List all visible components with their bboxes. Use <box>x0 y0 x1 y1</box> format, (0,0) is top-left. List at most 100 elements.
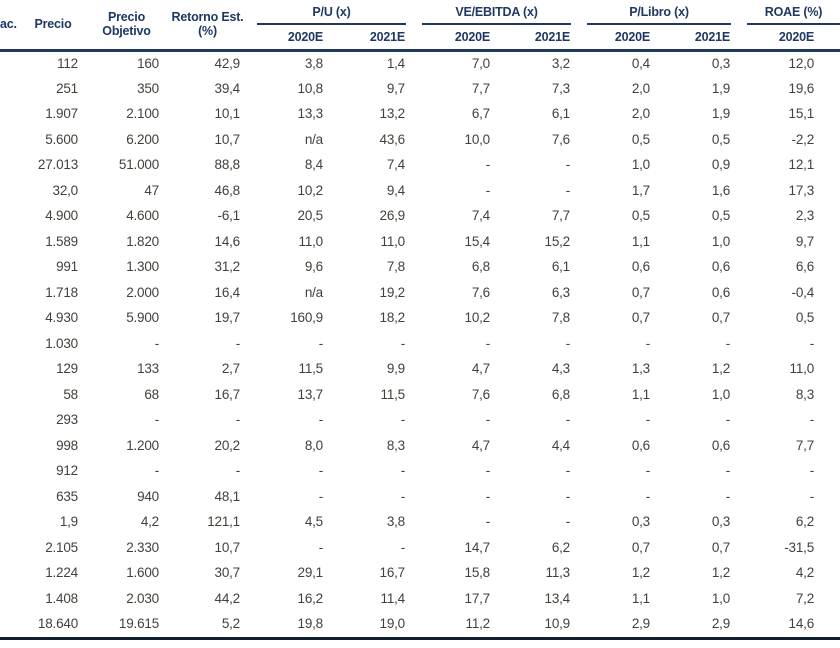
table-cell: 0,5 <box>711 131 731 147</box>
table-cell: - <box>645 335 650 351</box>
row-stub-cell <box>0 458 20 484</box>
table-cell: 1,0 <box>711 386 731 402</box>
col-header-plibro-2021e: 2021E <box>658 25 739 52</box>
table-cell: 7,6 <box>471 386 490 402</box>
table-cell: 13,3 <box>297 106 324 122</box>
table-cell: 8,3 <box>386 437 405 453</box>
table-cell: 12,0 <box>788 56 815 71</box>
table-cell: 6,2 <box>795 514 815 530</box>
table-cell: 5,2 <box>221 616 240 632</box>
table-cell: - <box>400 539 405 555</box>
col-header-pu-2020e: 2020E <box>248 25 331 52</box>
header-sub-row: 2020E 2021E 2020E 2021E 2020E 2021E 2020… <box>0 25 840 52</box>
table-cell: - <box>645 412 650 428</box>
col-group-ve-ebitda: VE/EBITDA (x) <box>413 0 578 25</box>
table-cell: 10,1 <box>214 106 241 122</box>
table-cell: 17,3 <box>788 182 815 198</box>
table-cell: 20,5 <box>297 208 324 224</box>
table-cell: 47 <box>144 182 159 198</box>
table-cell: 4,4 <box>551 437 570 453</box>
table-cell: 13,2 <box>379 106 406 122</box>
table-cell: 27.013 <box>37 157 78 173</box>
table-cell: - <box>318 335 323 351</box>
table-cell: 18,2 <box>379 310 406 326</box>
col-group-ve-ebitda-label: VE/EBITDA (x) <box>422 5 571 25</box>
table-cell: - <box>154 412 159 428</box>
col-header-pu-2021e: 2021E <box>331 25 413 52</box>
table-cell: 6,2 <box>551 539 570 555</box>
table-cell: 129 <box>56 361 78 377</box>
table-cell: 1.300 <box>126 259 159 275</box>
table-cell: 58 <box>63 386 78 402</box>
table-row: 1.030 - - - - - - - - - <box>0 331 840 357</box>
table-cell: 44,2 <box>214 590 241 606</box>
table-cell: 121,1 <box>207 514 240 530</box>
table-cell: 7,7 <box>795 437 815 453</box>
table-cell: 7,4 <box>471 208 490 224</box>
table-cell: 2,7 <box>221 361 240 377</box>
table-cell: 1,9 <box>59 514 78 530</box>
table-cell: 19,6 <box>788 80 815 96</box>
row-stub-cell <box>0 611 20 637</box>
table-cell: 1,1 <box>631 386 650 402</box>
table-cell: 16,2 <box>297 590 324 606</box>
table-cell: 16,7 <box>379 565 406 581</box>
table-cell: - <box>725 488 731 504</box>
table-cell: 2,3 <box>795 208 815 224</box>
table-cell: 3,8 <box>304 56 323 71</box>
table-cell: 1.820 <box>126 233 159 249</box>
table-cell: 6,7 <box>471 106 490 122</box>
col-header-recomendacion-truncated: ac. <box>0 0 20 52</box>
table-row: 4.930 5.900 19,7 160,9 18,2 10,2 7,8 0,7 0,7 0,5 <box>0 305 840 331</box>
table-cell: 26,9 <box>379 208 406 224</box>
header-group-row: ac. Precio Precio Objetivo Retorno Est. … <box>0 0 840 52</box>
row-stub-cell <box>0 127 20 153</box>
table-cell: - <box>565 412 570 428</box>
table-cell: 7,7 <box>551 208 570 224</box>
col-header-ve-2020e: 2020E <box>413 25 498 52</box>
table-cell: 4,2 <box>140 514 159 530</box>
table-row: 1.224 1.600 30,7 29,1 16,7 15,8 11,3 1,2 1,2 4,2 <box>0 560 840 586</box>
row-stub-cell <box>0 331 20 357</box>
table-cell: 10,8 <box>297 80 324 96</box>
table-cell: 0,5 <box>711 208 731 224</box>
table-cell: -31,5 <box>784 539 815 555</box>
table-cell: - <box>645 488 650 504</box>
table-cell: 1,4 <box>386 56 405 71</box>
table-cell: 1,9 <box>711 106 731 122</box>
table-cell: 48,1 <box>214 488 241 504</box>
table-cell: 4.600 <box>126 208 159 224</box>
table-cell: - <box>809 463 815 479</box>
table-cell: -6,1 <box>217 208 241 224</box>
col-header-ve-2021e: 2021E <box>498 25 578 52</box>
table-cell: 19,7 <box>214 310 241 326</box>
table-row: 58 68 16,7 13,7 11,5 7,6 6,8 1,1 1,0 8,3 <box>0 382 840 408</box>
table-row: 4.900 4.600 -6,1 20,5 26,9 7,4 7,7 0,5 0,5 2,3 <box>0 203 840 229</box>
row-stub-cell <box>0 254 20 280</box>
table-cell: 2.030 <box>126 590 159 606</box>
table-cell: 20,2 <box>214 437 241 453</box>
table-cell: 2.330 <box>126 539 159 555</box>
table-cell: 3,2 <box>551 56 570 71</box>
table-cell: n/a <box>304 131 323 147</box>
table-cell: - <box>565 514 570 530</box>
table-cell: 4,5 <box>304 514 323 530</box>
table-cell: 15,4 <box>464 233 491 249</box>
row-stub-cell <box>0 560 20 586</box>
table-cell: 9,4 <box>386 182 405 198</box>
table-cell: 2,9 <box>711 616 731 632</box>
table-cell: 10,0 <box>464 131 491 147</box>
table-cell: 6.200 <box>126 131 159 147</box>
table-cell: 11,5 <box>380 386 406 402</box>
table-cell: -2,2 <box>791 131 815 147</box>
table-cell: - <box>485 335 490 351</box>
table-cell: 0,6 <box>711 259 731 275</box>
row-stub-cell <box>0 101 20 127</box>
table-cell: 0,6 <box>711 437 731 453</box>
table-cell: 11,0 <box>380 233 406 249</box>
table-cell: 0,6 <box>631 259 650 275</box>
table-cell: - <box>154 335 159 351</box>
table-cell: - <box>645 463 650 479</box>
table-row: 5.600 6.200 10,7 n/a 43,6 10,0 7,6 0,5 0,5 -2,2 <box>0 127 840 153</box>
